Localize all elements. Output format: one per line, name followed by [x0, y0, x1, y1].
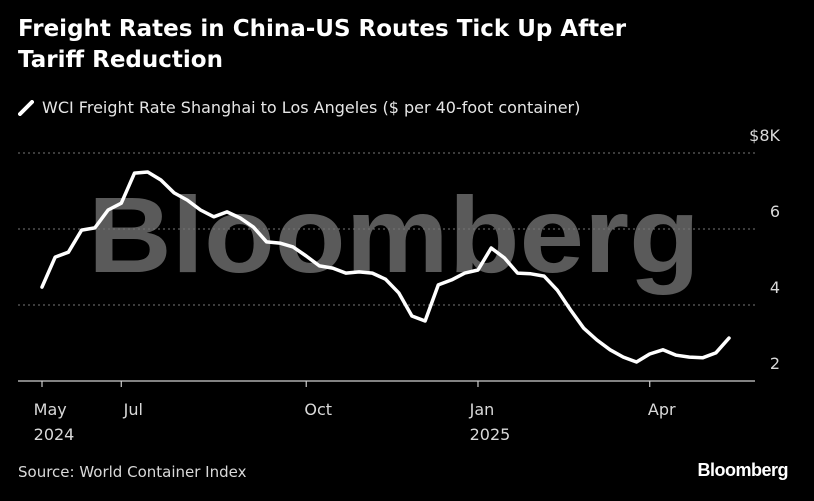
y-tick-label: 6: [770, 202, 780, 221]
legend: WCI Freight Rate Shanghai to Los Angeles…: [18, 98, 580, 117]
y-tick-label: 2: [770, 354, 780, 373]
watermark: Bloomberg: [88, 174, 700, 295]
logo: Bloomberg: [697, 460, 788, 480]
series-line: [40, 170, 731, 364]
source: Source: World Container Index: [18, 463, 247, 481]
y-tick-label: $8K: [749, 126, 780, 145]
legend-label: WCI Freight Rate Shanghai to Los Angeles…: [42, 98, 581, 117]
y-tick-label: 4: [770, 278, 780, 297]
x-tick-label: May 2024: [33, 400, 75, 444]
x-tick-label: Apr: [647, 400, 676, 419]
x-tick-label: Jan 2025: [469, 400, 511, 444]
x-tick-label: Oct: [304, 400, 333, 419]
chart-title: Freight Rates in China-US Routes Tick Up…: [18, 16, 627, 73]
legend-swatch: [18, 99, 34, 116]
x-tick-label: Jul: [123, 400, 143, 419]
